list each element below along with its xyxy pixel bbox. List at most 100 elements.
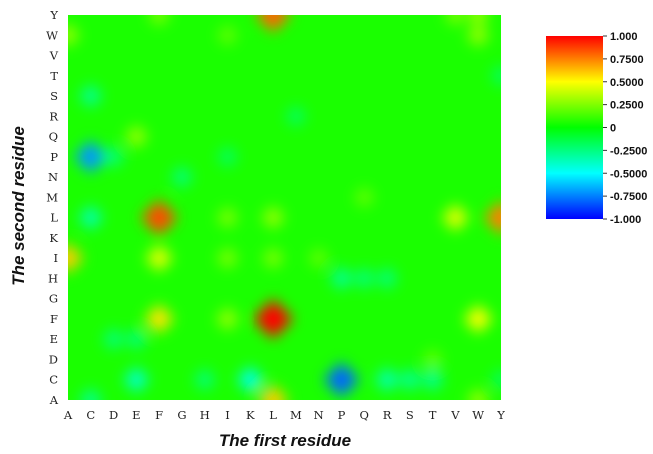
colorbar-tick-label: -0.5000 <box>610 168 647 180</box>
heatmap-cell <box>78 204 104 231</box>
heatmap-cell <box>236 365 265 394</box>
colorbar-tick-label: 0.7500 <box>610 54 644 66</box>
heatmap-cell <box>255 15 291 33</box>
colorbar-tick-label: 0.5000 <box>610 77 644 89</box>
heatmap-cell <box>466 387 491 400</box>
heatmap-cell <box>78 387 103 400</box>
heatmap-cell <box>260 205 286 230</box>
heatmap-cell <box>466 15 491 28</box>
colorbar-bar <box>546 36 603 219</box>
heatmap-cells <box>68 15 501 400</box>
heatmap-cell <box>193 368 217 392</box>
y-tick-label: T <box>50 69 58 83</box>
heatmap-cell <box>216 24 239 47</box>
heatmap-cell <box>441 203 470 232</box>
heatmap-cell <box>74 140 108 174</box>
x-tick-label: M <box>290 408 302 422</box>
heatmap-cell <box>145 244 173 272</box>
colorbar-tick-label: 0 <box>610 123 616 135</box>
x-tick-label: T <box>429 408 437 422</box>
x-tick-label: F <box>155 408 163 422</box>
y-tick-label: A <box>49 393 59 407</box>
heatmap-cell <box>102 145 126 169</box>
x-tick-label: R <box>383 408 392 422</box>
heatmap-cell <box>215 306 240 332</box>
heatmap-cell <box>144 304 175 334</box>
x-tick-label: P <box>338 408 346 422</box>
x-axis-title: The first residue <box>219 431 351 450</box>
heatmap-cell <box>123 366 150 393</box>
y-tick-label: D <box>49 352 58 366</box>
x-tick-label: Y <box>496 408 505 422</box>
x-tick-label: I <box>225 408 230 422</box>
x-tick-label: H <box>200 408 210 422</box>
x-tick-label: E <box>132 408 140 422</box>
y-tick-label: R <box>49 109 58 123</box>
heatmap-cell <box>420 367 445 392</box>
heatmap-cell <box>215 206 240 230</box>
heatmap-cell <box>307 247 330 270</box>
colorbar-tick-label: -0.7500 <box>610 191 647 203</box>
colorbar-tick-label: -1.000 <box>610 214 641 226</box>
heatmap-cell <box>261 246 285 270</box>
heatmap-cell <box>68 242 84 274</box>
y-tick-label: Y <box>49 8 58 22</box>
heatmap-cell <box>140 199 178 236</box>
y-tick-label: C <box>49 373 58 387</box>
y-tick-label: S <box>50 89 58 103</box>
x-tick-label: W <box>472 408 484 422</box>
heatmap-cell <box>102 327 126 351</box>
y-tick-label: W <box>46 28 58 42</box>
colorbar-tick-label: 1.000 <box>610 31 638 43</box>
heatmap-cell <box>374 367 400 393</box>
y-tick-label: N <box>48 170 58 184</box>
heatmap-cell <box>490 368 501 391</box>
y-tick-label: V <box>49 49 59 63</box>
heatmap-cell <box>397 367 422 392</box>
heatmap-cell <box>490 64 501 87</box>
y-tick-label: G <box>49 292 58 306</box>
x-tick-label: Q <box>360 408 369 422</box>
x-tick-label: C <box>86 408 95 422</box>
x-tick-label: S <box>406 408 414 422</box>
heatmap-cell <box>466 23 491 48</box>
y-tick-label: E <box>50 332 58 346</box>
x-tick-label: G <box>177 408 186 422</box>
heatmap-cell <box>483 200 501 235</box>
x-tick-label: L <box>269 408 277 422</box>
y-axis-title: The second residue <box>9 126 28 286</box>
y-tick-label: Q <box>49 130 58 144</box>
heatmap-cell <box>375 266 399 290</box>
heatmap-cell <box>170 165 194 189</box>
y-tick-label: L <box>50 211 58 225</box>
colorbar-ticks: 1.000 0.7500 0.5000 0.2500 0 -0.2500 -0.5000 -0… <box>603 31 647 226</box>
y-tick-label: K <box>49 231 58 245</box>
heatmap-cell <box>329 266 354 291</box>
heatmap-cell <box>353 186 376 209</box>
heatmap-cell <box>215 246 240 270</box>
heatmap-cell <box>124 327 148 351</box>
heatmap-cell <box>147 15 171 27</box>
colorbar-tick-label: 0.2500 <box>610 100 644 112</box>
heatmap-cell <box>216 145 239 168</box>
colorbar-tick-label: -0.2500 <box>610 145 647 157</box>
heatmap-cell <box>284 105 307 128</box>
y-tick-label: M <box>46 190 58 204</box>
heatmap-cell <box>257 384 289 400</box>
heatmap-cell <box>352 266 376 290</box>
heatmap-cell <box>68 23 81 48</box>
heatmap-cell <box>421 348 444 371</box>
heatmap-cell <box>78 83 103 109</box>
x-tick-label: N <box>314 408 324 422</box>
heatmap-cell <box>124 124 149 149</box>
heatmap-cell <box>443 15 467 27</box>
y-tick-label: P <box>50 150 58 164</box>
y-tick-label: H <box>48 271 58 285</box>
x-tick-label: D <box>109 408 118 422</box>
y-tick-label: F <box>50 312 58 326</box>
heatmap-cell <box>253 298 294 339</box>
heatmap-cell <box>323 361 360 398</box>
